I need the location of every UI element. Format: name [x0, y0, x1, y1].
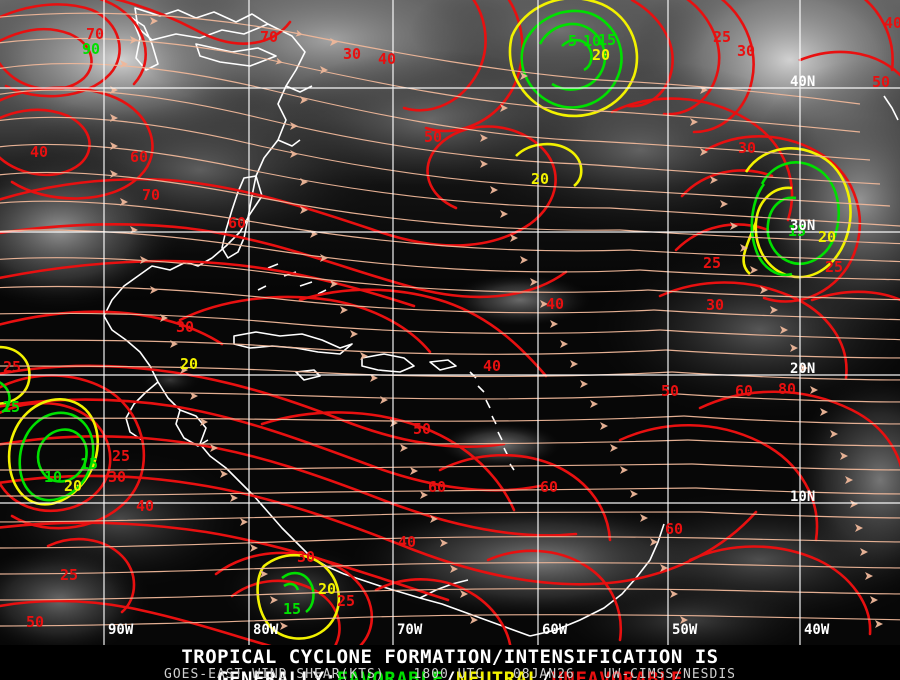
map-canvas: [0, 0, 900, 645]
product-metadata: GOES-EAST WIND SHEAR(KTS) 1800 UTC 08JAN…: [0, 667, 900, 680]
time-label: 1800 UTC: [413, 667, 485, 680]
legend-favorable: FAVORABLE: [336, 668, 444, 680]
date-label: 08JAN26: [512, 667, 575, 680]
headline-text: TROPICAL CYCLONE FORMATION/INTENSIFICATI…: [181, 646, 719, 680]
source-label: GOES-EAST WIND SHEAR(KTS): [164, 667, 385, 680]
satellite-map-panel: 90 70 70 30 40 25 30 40 50 5 10 15 20 20 40 60 70 60 50 30 2…: [0, 0, 900, 645]
credit-label: UW-CIMSS/NESDIS: [603, 667, 736, 680]
shear-contours-favorable: [0, 9, 840, 614]
legend-unfavorable: UNFAVORABLE: [551, 668, 683, 680]
shear-contours-high: [0, 0, 900, 645]
favorability-legend: TROPICAL CYCLONE FORMATION/INTENSIFICATI…: [0, 646, 900, 680]
streamline-layer: [0, 12, 900, 630]
legend-neutral: NEUTRAL: [455, 668, 540, 680]
legend-separator-2: /: [539, 668, 552, 680]
product-footer: TROPICAL CYCLONE FORMATION/INTENSIFICATI…: [0, 645, 900, 680]
latlon-grid: [0, 0, 900, 645]
ir-background: [0, 0, 900, 645]
legend-separator-1: /: [444, 668, 456, 680]
